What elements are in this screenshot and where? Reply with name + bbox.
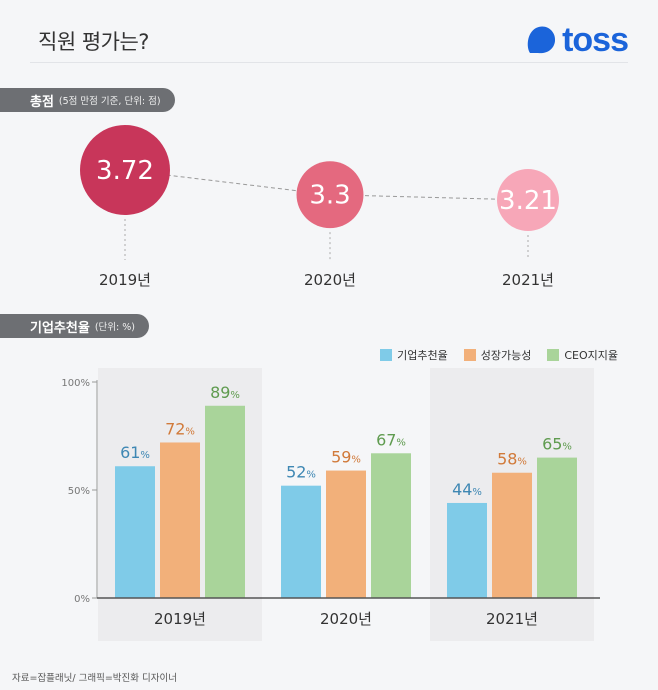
logo-text: toss — [562, 21, 629, 59]
score-section-header: 총점 (5점 만점 기준, 단위: 점) — [0, 88, 175, 112]
category-label: 2020년 — [320, 610, 372, 628]
y-tick-label: 50% — [68, 486, 90, 497]
legend-item: 기업추천율 — [380, 347, 448, 363]
legend-swatch — [380, 349, 393, 361]
bar — [326, 470, 366, 598]
score-bubble — [296, 161, 364, 229]
score-chart: 3.72 2019년 3.3 2020년 3.21 2021년 — [80, 125, 559, 289]
bar — [281, 485, 321, 598]
y-tick-label: 0% — [74, 594, 90, 605]
year-label: 2020년 — [304, 271, 356, 289]
legend-item: 성장가능성 — [463, 347, 532, 363]
bar — [447, 502, 487, 598]
toss-drop-icon — [527, 26, 556, 54]
legend-label: 성장가능성 — [480, 349, 532, 362]
score-section-label: 총점 — [30, 94, 54, 110]
y-tick-label: 100% — [61, 378, 90, 389]
bar-legend: 기업추천율 성장가능성 CEO지지율 — [380, 347, 618, 363]
category-label: 2019년 — [154, 610, 206, 628]
bar-value-label: 59% — [331, 448, 361, 467]
category-label: 2021년 — [486, 610, 538, 628]
legend-item: CEO지지율 — [547, 347, 618, 363]
score-bubble — [497, 169, 559, 231]
toss-logo: toss — [524, 20, 629, 60]
bar-value-label: 67% — [376, 430, 406, 449]
bar — [371, 453, 411, 598]
score-value-label: 3.21 — [499, 186, 557, 216]
trend-dashed-line — [329, 194, 529, 201]
legend-swatch — [463, 349, 476, 361]
year-label: 2019년 — [99, 271, 151, 289]
bar-value-label: 52% — [286, 463, 316, 482]
score-section-note: (5점 만점 기준, 단위: 점) — [58, 96, 161, 107]
year-label: 2021년 — [502, 271, 554, 289]
score-value-label: 3.72 — [96, 156, 154, 186]
legend-label: 기업추천율 — [397, 349, 448, 362]
bar — [160, 442, 200, 598]
page-title: 직원 평가는? — [38, 30, 149, 54]
bar — [537, 457, 577, 598]
bar — [115, 466, 155, 598]
score-bubble — [80, 125, 170, 215]
score-value-label: 3.3 — [309, 181, 350, 211]
bar — [492, 472, 532, 598]
recommend-section-header: 기업추천율 (단위: %) — [0, 314, 149, 338]
source-credit: 자료=잡플래닛/ 그래픽=박진화 디자이너 — [12, 673, 178, 684]
recommend-section-label: 기업추천율 — [30, 320, 90, 336]
recommend-bar-chart: 100%50%0%61%72%89%2019년52%59%67%2020년44%… — [61, 368, 600, 641]
title-divider — [30, 62, 628, 63]
legend-swatch — [547, 349, 560, 361]
recommend-section-note: (단위: %) — [94, 322, 135, 333]
legend-label: CEO지지율 — [564, 349, 618, 362]
bar — [205, 405, 245, 598]
